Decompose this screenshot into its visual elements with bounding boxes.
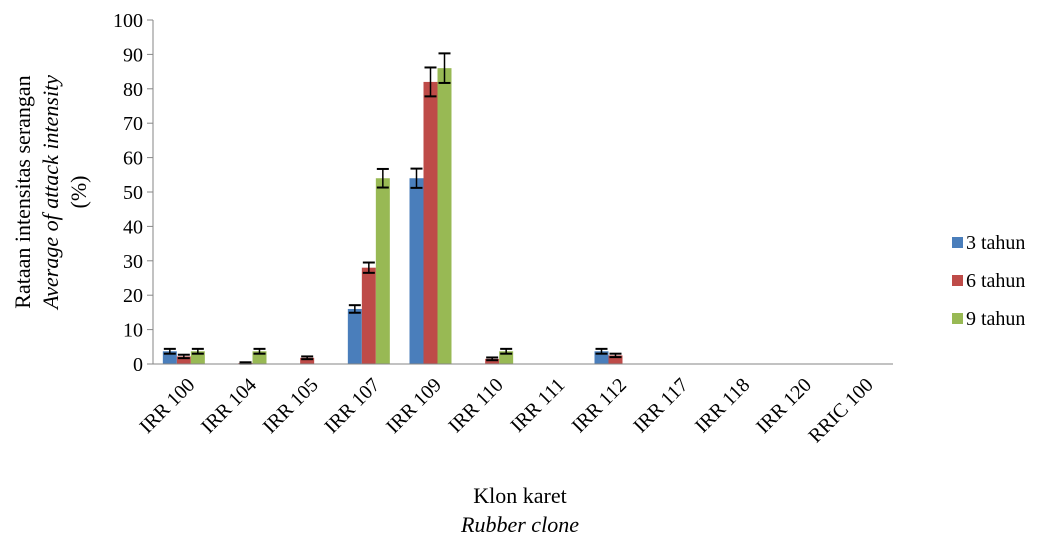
x-tick-label: IRR 110 bbox=[444, 374, 507, 437]
y-axis-title-line-3: (%) bbox=[66, 176, 91, 209]
error-bar bbox=[301, 355, 314, 361]
error-bar bbox=[376, 167, 389, 189]
error-bar bbox=[362, 261, 375, 274]
y-tick-labels: 0 10 20 30 40 50 60 70 80 90 100 bbox=[113, 10, 143, 376]
error-bar bbox=[253, 347, 266, 355]
x-tick-label: IRR 109 bbox=[382, 374, 446, 438]
y-tick-label: 80 bbox=[123, 79, 143, 101]
x-axis-title-line-1: Klon karet bbox=[473, 483, 566, 508]
legend-swatch bbox=[952, 313, 963, 324]
error-bar bbox=[177, 353, 190, 360]
y-tick-label: 30 bbox=[123, 251, 143, 273]
bar-6-tahun-IRR-109 bbox=[423, 81, 438, 365]
legend-label: 6 tahun bbox=[966, 270, 1025, 292]
error-bar bbox=[163, 347, 176, 355]
bar-6-tahun-IRR-112 bbox=[608, 355, 623, 364]
error-bar bbox=[500, 347, 513, 355]
x-tick-label: IRR 120 bbox=[752, 374, 816, 438]
y-tick-label: 40 bbox=[123, 216, 143, 238]
bar-3-tahun-IRR-109 bbox=[409, 178, 424, 364]
error-bar bbox=[191, 347, 204, 355]
bar-9-tahun-IRR-107 bbox=[375, 178, 390, 364]
legend-item: 3 tahun bbox=[952, 232, 1025, 254]
y-tick-label: 0 bbox=[133, 354, 143, 376]
error-bar bbox=[239, 361, 252, 365]
legend-label: 9 tahun bbox=[966, 308, 1025, 330]
y-tick-label: 60 bbox=[123, 148, 143, 170]
bar-6-tahun-IRR-100 bbox=[176, 356, 191, 364]
y-tick-label: 20 bbox=[123, 285, 143, 307]
y-axis-title-line-1: Rataan intensitas serangan bbox=[10, 75, 35, 308]
error-bar bbox=[438, 52, 451, 84]
bar-9-tahun-IRR-109 bbox=[437, 68, 452, 364]
legend-item: 9 tahun bbox=[952, 308, 1025, 330]
y-tick-label: 10 bbox=[123, 320, 143, 342]
bar-3-tahun-IRR-107 bbox=[347, 308, 362, 364]
x-tick-label: IRR 118 bbox=[691, 374, 754, 437]
x-tick-label: IRR 111 bbox=[507, 374, 570, 437]
legend: 3 tahun 6 tahun 9 tahun bbox=[952, 232, 1025, 330]
error-bar bbox=[348, 304, 361, 314]
bar-6-tahun-IRR-107 bbox=[361, 267, 376, 364]
error-bars bbox=[163, 52, 622, 365]
x-axis-title-line-2: Rubber clone bbox=[460, 512, 579, 537]
legend-swatch bbox=[952, 237, 963, 248]
y-tick-label: 90 bbox=[123, 44, 143, 66]
y-axis-title-line-2: Average of attack intensity bbox=[38, 75, 63, 311]
x-tick-label: IRR 100 bbox=[135, 374, 199, 438]
legend-label: 3 tahun bbox=[966, 232, 1025, 254]
x-tick-label: IRR 104 bbox=[197, 374, 261, 438]
bar-6-tahun-IRR-110 bbox=[485, 358, 500, 364]
bars bbox=[162, 68, 623, 365]
legend-item: 6 tahun bbox=[952, 270, 1025, 292]
y-tick-label: 70 bbox=[123, 113, 143, 135]
bar-6-tahun-IRR-105 bbox=[300, 357, 315, 364]
x-tick-label: RRIC 100 bbox=[804, 374, 877, 447]
error-bar bbox=[595, 347, 608, 355]
legend-swatch bbox=[952, 275, 963, 286]
x-tick-label: IRR 117 bbox=[629, 374, 692, 437]
y-tick-label: 100 bbox=[113, 10, 143, 32]
axes bbox=[147, 19, 893, 365]
error-bar bbox=[486, 356, 499, 362]
y-axis-title: Rataan intensitas serangan Average of at… bbox=[10, 75, 91, 311]
error-bar bbox=[424, 66, 437, 98]
error-bar bbox=[609, 352, 622, 359]
x-axis-title: Klon karet Rubber clone bbox=[460, 483, 579, 537]
y-tick-label: 50 bbox=[123, 182, 143, 204]
x-tick-label: IRR 105 bbox=[259, 374, 323, 438]
error-bar bbox=[410, 167, 423, 189]
x-tick-label: IRR 107 bbox=[320, 374, 384, 438]
x-tick-label: IRR 112 bbox=[568, 374, 631, 437]
